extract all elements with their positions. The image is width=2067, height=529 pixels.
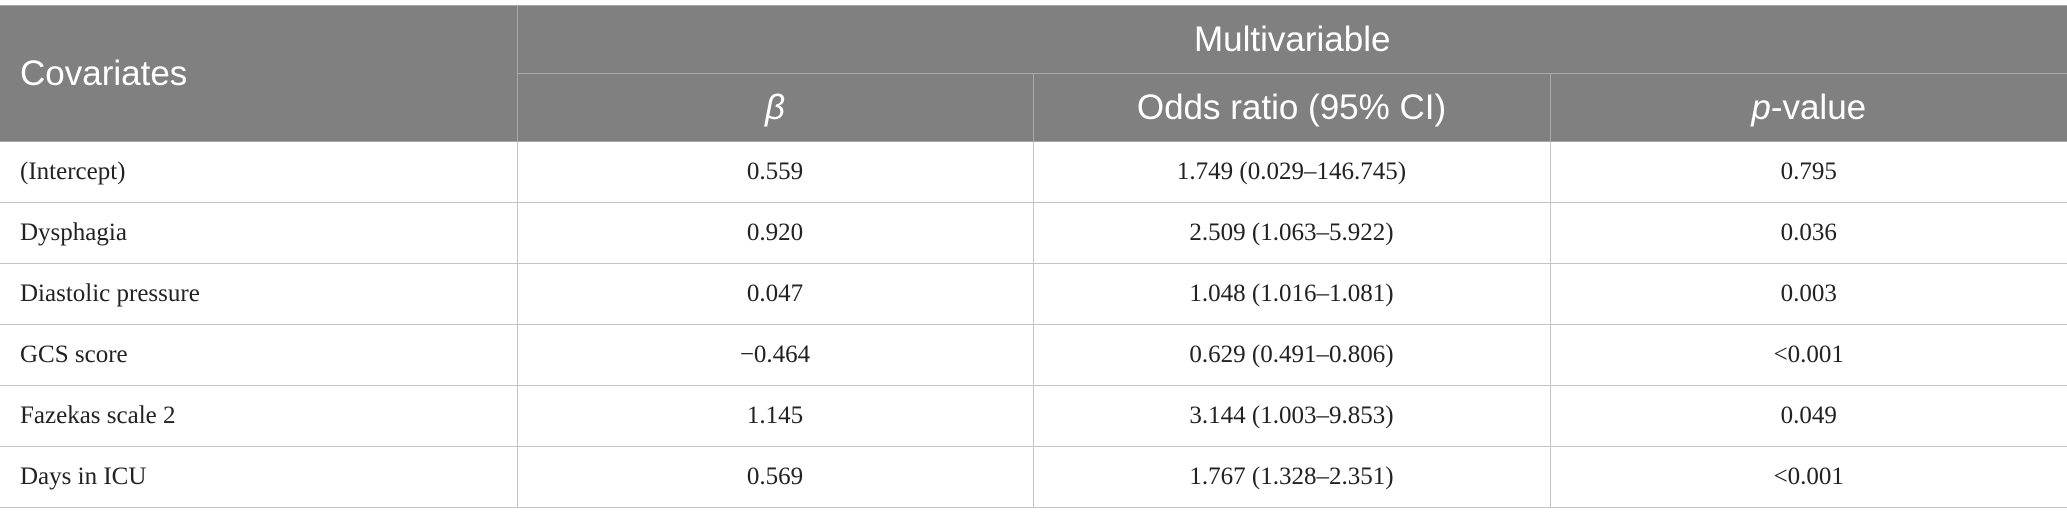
table-row: Fazekas scale 2 1.145 3.144 (1.003–9.853… xyxy=(0,385,2067,447)
beta-cell: 0.047 xyxy=(516,263,1034,325)
covariates-header: Covariates xyxy=(0,5,518,142)
odds-ratio-cell: 2.509 (1.063–5.922) xyxy=(1032,202,1551,264)
odds-ratio-cell: 0.629 (0.491–0.806) xyxy=(1032,324,1551,386)
p-value-cell: 0.049 xyxy=(1549,385,2067,447)
covariate-cell: Fazekas scale 2 xyxy=(0,385,518,447)
p-value-header-p: p xyxy=(1751,87,1771,127)
covariate-cell: Days in ICU xyxy=(0,446,518,508)
odds-ratio-cell: 1.767 (1.328–2.351) xyxy=(1032,446,1551,508)
covariate-cell: GCS score xyxy=(0,324,518,386)
odds-ratio-cell: 1.048 (1.016–1.081) xyxy=(1032,263,1551,325)
table-header: Covariates Multivariable β Odds ratio (9… xyxy=(0,5,2067,142)
covariate-cell: (Intercept) xyxy=(0,141,518,203)
p-value-header-suffix: -value xyxy=(1770,87,1867,127)
beta-cell: 0.559 xyxy=(516,141,1034,203)
table-row: (Intercept) 0.559 1.749 (0.029–146.745) … xyxy=(0,141,2067,203)
odds-ratio-header: Odds ratio (95% CI) xyxy=(1032,73,1551,142)
beta-header: β xyxy=(516,73,1034,142)
beta-cell: 1.145 xyxy=(516,385,1034,447)
covariate-cell: Dysphagia xyxy=(0,202,518,264)
beta-cell: 0.920 xyxy=(516,202,1034,264)
p-value-header: p-value xyxy=(1549,73,2067,142)
p-value-cell: <0.001 xyxy=(1549,324,2067,386)
results-table: Covariates Multivariable β Odds ratio (9… xyxy=(0,5,2067,508)
table-row: GCS score −0.464 0.629 (0.491–0.806) <0.… xyxy=(0,324,2067,386)
p-value-cell: 0.036 xyxy=(1549,202,2067,264)
beta-cell: −0.464 xyxy=(516,324,1034,386)
multivariable-header: Multivariable xyxy=(516,5,2067,74)
p-value-cell: 0.003 xyxy=(1549,263,2067,325)
p-value-cell: <0.001 xyxy=(1549,446,2067,508)
table-row: Dysphagia 0.920 2.509 (1.063–5.922) 0.03… xyxy=(0,202,2067,264)
table-row: Days in ICU 0.569 1.767 (1.328–2.351) <0… xyxy=(0,446,2067,508)
covariate-cell: Diastolic pressure xyxy=(0,263,518,325)
odds-ratio-cell: 1.749 (0.029–146.745) xyxy=(1032,141,1551,203)
beta-cell: 0.569 xyxy=(516,446,1034,508)
p-value-cell: 0.795 xyxy=(1549,141,2067,203)
odds-ratio-cell: 3.144 (1.003–9.853) xyxy=(1032,385,1551,447)
table-row: Diastolic pressure 0.047 1.048 (1.016–1.… xyxy=(0,263,2067,325)
